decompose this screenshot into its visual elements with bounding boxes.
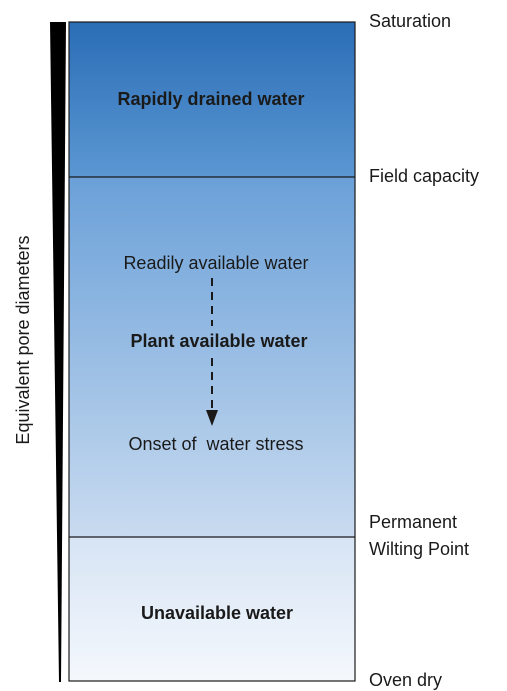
level-label: Oven dry: [369, 670, 442, 690]
pore-wedge: [50, 22, 66, 682]
level-label: Permanent: [369, 512, 457, 532]
axis-label: Equivalent pore diameters: [13, 235, 33, 444]
arrow-head: [206, 410, 218, 426]
zone-label: Readily available water: [123, 253, 308, 273]
zone-label: Rapidly drained water: [117, 89, 304, 109]
zone-middle: [69, 177, 355, 537]
zone-top: [69, 22, 355, 177]
zone-label: Unavailable water: [141, 603, 293, 623]
zone-bottom: [69, 537, 355, 681]
level-label: Field capacity: [369, 166, 479, 186]
level-label: Saturation: [369, 11, 451, 31]
zone-label: Onset of water stress: [128, 434, 303, 454]
column-border: [68, 21, 356, 682]
zone-label: Plant available water: [130, 331, 307, 351]
level-label: Wilting Point: [369, 539, 469, 559]
